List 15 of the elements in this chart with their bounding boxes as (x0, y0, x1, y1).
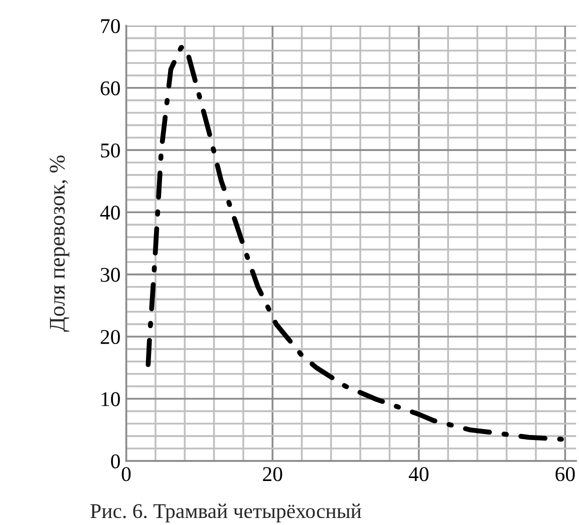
text: Рис. 6. Трамвай четырёхосный (90, 504, 362, 522)
y-tick-label: 0 (111, 454, 120, 468)
y-tick-label: 50 (101, 143, 120, 158)
x-tick-label: 60 (556, 467, 575, 482)
y-axis-title: Доля перевозок, % (50, 156, 70, 332)
x-tick-label: 0 (122, 467, 131, 482)
x-tick-label: 20 (263, 467, 282, 482)
line-series (146, 45, 564, 442)
y-tick-label: 70 (101, 19, 120, 34)
x-tick-label: 40 (408, 467, 428, 482)
y-tick-label: 20 (100, 330, 120, 344)
y-tick-label: 60 (100, 81, 120, 96)
y-tick-label: 30 (100, 268, 120, 282)
y-tick-label: 10 (102, 392, 120, 406)
y-tick-label: 40 (100, 206, 120, 220)
